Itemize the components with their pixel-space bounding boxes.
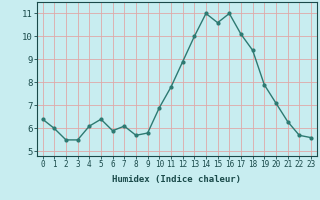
X-axis label: Humidex (Indice chaleur): Humidex (Indice chaleur) — [112, 175, 241, 184]
